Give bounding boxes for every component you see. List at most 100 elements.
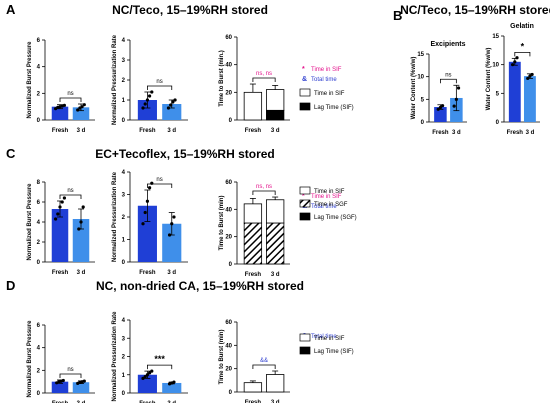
panel-letter-A: A bbox=[6, 2, 16, 17]
D3-sig-bracket bbox=[252, 364, 276, 369]
D1-ytick-label-3: 6 bbox=[37, 323, 41, 329]
A3-bar-1-0 bbox=[266, 109, 285, 121]
B1-point-1-1 bbox=[454, 97, 458, 101]
C3-bar-1-2 bbox=[266, 199, 285, 224]
B2-ytick-label-2: 10 bbox=[492, 63, 499, 69]
B1-xtick-label-0: Fresh bbox=[432, 130, 449, 136]
C2-point-0-0 bbox=[141, 222, 145, 226]
panel-title-D: NC, non-dried CA, 15–19%RH stored bbox=[96, 279, 304, 293]
B1-xtick-label-1: 3 d bbox=[452, 130, 461, 136]
A3-ytick-label-3: 60 bbox=[225, 35, 232, 41]
B1-ytick-label-0: 0 bbox=[421, 120, 425, 126]
A3-ytick-label-2: 40 bbox=[225, 63, 232, 69]
D3-ytick-label-2: 40 bbox=[225, 343, 232, 349]
D3-legend-swatch-1 bbox=[299, 346, 311, 355]
C1-ytick-label-3: 6 bbox=[37, 200, 41, 206]
D1-sig-label: ns bbox=[67, 367, 73, 373]
B2-ytick-label-0: 0 bbox=[496, 120, 500, 126]
C3-bar-1-1 bbox=[266, 222, 285, 265]
D3-bar-1-1 bbox=[266, 374, 285, 393]
A3-note-label-0: Time in SIF bbox=[311, 67, 342, 73]
C1-bar-0 bbox=[51, 209, 69, 262]
D2-ytick-label-3: 3 bbox=[122, 336, 126, 342]
A3-legend-label-1: Lag Time (SIF) bbox=[314, 105, 354, 111]
A3-legend-swatch-1 bbox=[299, 102, 311, 111]
D1-ylabel: Normalized Burst Pressure bbox=[27, 320, 33, 398]
C1-ylabel: Normalized Burst Pressure bbox=[27, 183, 33, 261]
A3-ytick-label-0: 0 bbox=[229, 118, 233, 124]
A3-note-sym-0: * bbox=[302, 66, 305, 73]
A1-point-1-0 bbox=[76, 108, 80, 112]
C3-sig-bracket bbox=[252, 190, 276, 196]
C2-ytick-label-3: 3 bbox=[122, 193, 126, 199]
D1-point-1-3 bbox=[82, 379, 86, 383]
A2-point-0-0 bbox=[141, 106, 145, 110]
D2-ytick-label-2: 2 bbox=[122, 355, 126, 361]
C2-point-1-1 bbox=[170, 222, 174, 226]
C3-legend-label-0: Time in SIF bbox=[314, 189, 345, 195]
D1-point-0-3 bbox=[61, 378, 65, 383]
C2-sig-label: ns bbox=[156, 177, 162, 183]
A2-ytick-label-2: 2 bbox=[122, 78, 126, 84]
B2-point-0-0 bbox=[510, 63, 515, 67]
D2-sig-label: *** bbox=[154, 354, 165, 364]
A2-point-0-4 bbox=[150, 90, 154, 94]
C1-bar-1 bbox=[72, 219, 90, 262]
A3-bar-0-1 bbox=[243, 91, 263, 121]
A1-point-1-3 bbox=[82, 103, 86, 107]
C2-point-0-2 bbox=[145, 199, 149, 203]
D2-point-0-2 bbox=[145, 373, 149, 377]
A3-xtick-label-0: Fresh bbox=[245, 128, 262, 134]
panel-title-B: NC/Teco, 15–19%RH stored bbox=[400, 3, 550, 17]
B1-sig-bracket bbox=[440, 78, 457, 84]
C2-point-0-3 bbox=[148, 186, 152, 190]
D3-legend-label-0: Time in SIF bbox=[314, 336, 345, 342]
C1-ytick-label-1: 2 bbox=[37, 240, 41, 246]
A3-legend-swatch-0 bbox=[299, 88, 311, 97]
A3-sig-label: ns, ns bbox=[256, 71, 272, 77]
D3-legend-label-1: Lag Time (SIF) bbox=[314, 349, 354, 355]
D3-ytick-label-0: 0 bbox=[229, 390, 233, 396]
A2-point-0-2 bbox=[145, 98, 149, 102]
A1-sig-label: ns bbox=[67, 91, 73, 97]
D2-bar-1 bbox=[162, 382, 182, 393]
D2-xtick-label-0: Fresh bbox=[139, 401, 156, 403]
B1-point-1-0 bbox=[452, 104, 456, 108]
panel-letter-C: C bbox=[6, 146, 16, 161]
A2-sig-bracket bbox=[147, 85, 173, 90]
D1-xtick-label-0: Fresh bbox=[52, 401, 69, 403]
C3-ytick-label-1: 20 bbox=[225, 235, 232, 241]
A3-sig-bracket bbox=[252, 77, 276, 83]
B2-xtick-label-1: 3 d bbox=[526, 130, 535, 136]
D2-point-1-2 bbox=[172, 380, 176, 384]
A1-point-0-4 bbox=[62, 103, 66, 107]
A1-ytick-label-3: 6 bbox=[37, 38, 41, 44]
B1-ytick-label-1: 5 bbox=[421, 97, 425, 103]
D1-xtick-label-1: 3 d bbox=[77, 401, 86, 403]
A1-xtick-label-1: 3 d bbox=[77, 128, 86, 134]
C1-point-1-1 bbox=[79, 220, 83, 224]
B2-bar-1 bbox=[523, 76, 536, 122]
panel-title-A: NC/Teco, 15–19%RH stored bbox=[112, 3, 268, 17]
C3-xtick-label-0: Fresh bbox=[245, 272, 262, 278]
D3-bar-0-1 bbox=[243, 382, 263, 393]
D1-bar-1 bbox=[72, 382, 90, 393]
D3-xtick-label-0: Fresh bbox=[245, 400, 262, 403]
B2-sig-label: * bbox=[521, 41, 525, 51]
C2-bar-0 bbox=[137, 205, 157, 262]
A3-note-label-1: Total time bbox=[311, 77, 337, 83]
D1-sig-bracket bbox=[59, 373, 82, 378]
B2-sig-bracket bbox=[514, 51, 531, 57]
B2-ylabel: Water Content (%w/w) bbox=[486, 48, 492, 111]
C3-legend-label-1: Time in SGF bbox=[314, 202, 348, 208]
A2-ytick-label-0: 0 bbox=[122, 118, 126, 124]
D3-xtick-label-1: 3 d bbox=[271, 400, 280, 403]
D1-bar-0 bbox=[51, 381, 69, 393]
D3-ytick-label-3: 60 bbox=[225, 320, 232, 326]
B2-point-0-2 bbox=[515, 56, 519, 60]
C3-ytick-label-3: 60 bbox=[225, 180, 232, 186]
B2-ytick-label-1: 5 bbox=[496, 91, 500, 97]
C2-ytick-label-4: 4 bbox=[122, 170, 126, 176]
